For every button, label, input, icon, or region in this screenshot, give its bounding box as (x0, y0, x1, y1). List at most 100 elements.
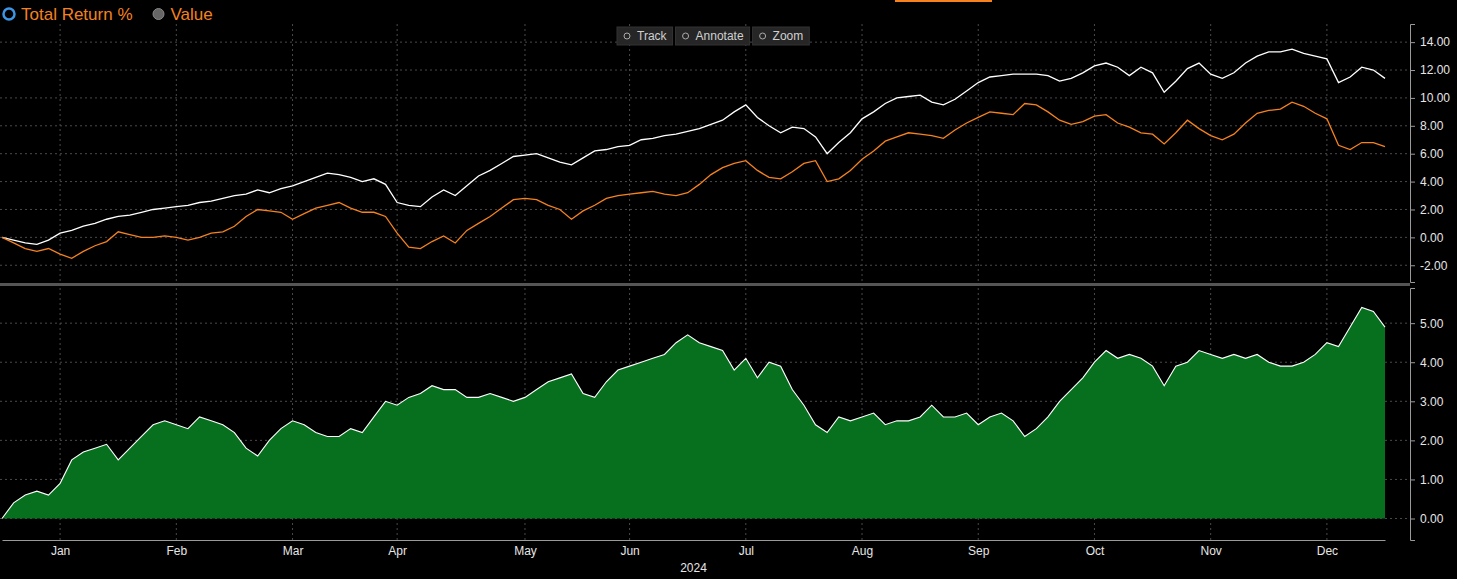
panel-1: 0.001.002.003.004.005.00JanFebMarAprMayJ… (0, 288, 1444, 575)
y-tick-label: 2.00 (1420, 203, 1444, 217)
view-option-label: Value (171, 5, 213, 24)
grid-line-y (0, 237, 1410, 238)
grid-line-x (1210, 24, 1211, 282)
y-tick-mark (1410, 401, 1415, 402)
y-tick-mark (1410, 440, 1415, 441)
y-axis: 0.001.002.003.004.005.00 (1410, 289, 1444, 541)
area-fill (2, 308, 1385, 519)
y-tick-label: 4.00 (1420, 356, 1444, 370)
toolbar-icon (624, 33, 630, 39)
y-tick-mark (1410, 362, 1415, 363)
panel-0: -2.000.002.004.006.008.0010.0012.0014.00 (0, 24, 1450, 283)
toolbar-label: Zoom (773, 29, 804, 43)
chart-svg: -2.000.002.004.006.008.0010.0012.0014.00… (0, 0, 1457, 579)
tab-indicator (895, 0, 992, 2)
grid-line-x (397, 24, 398, 282)
grid-line-x (60, 24, 61, 282)
toolbar-button-bg (753, 27, 810, 45)
x-tick-label: Feb (166, 544, 187, 558)
x-tick: Jun (620, 540, 639, 558)
x-tick: Oct (1086, 540, 1105, 558)
y-tick: 6.00 (1410, 147, 1444, 161)
chart-root: -2.000.002.004.006.008.0010.0012.0014.00… (0, 0, 1457, 579)
grid-line-y (0, 153, 1410, 154)
toolbar-button: Annotate (676, 27, 750, 45)
grid-line-y (0, 209, 1410, 210)
x-tick-label: Jun (620, 544, 639, 558)
radio-button (153, 9, 164, 20)
toolbar-label: Annotate (696, 29, 744, 43)
toolbar: TrackAnnotateZoom (617, 27, 809, 45)
grid-line-x (978, 24, 979, 282)
y-tick: 0.00 (1410, 231, 1444, 245)
plot-area (2, 49, 1385, 258)
y-axis-line (1411, 289, 1416, 541)
grid-line-x (292, 24, 293, 282)
x-tick: Sep (968, 540, 990, 558)
y-tick: 12.00 (1410, 63, 1450, 77)
grid-line-x (745, 24, 746, 282)
y-tick: 4.00 (1410, 175, 1444, 189)
x-axis-line (3, 540, 1386, 541)
toolbar-button-bg (617, 27, 673, 45)
y-tick: 5.00 (1410, 317, 1444, 331)
y-tick-label: 0.00 (1420, 231, 1444, 245)
y-tick-label: 12.00 (1420, 63, 1450, 77)
y-axis-line (1411, 25, 1416, 283)
y-tick-label: 5.00 (1420, 317, 1444, 331)
y-tick: 3.00 (1410, 395, 1444, 409)
y-tick-mark (1410, 519, 1415, 520)
y-tick-label: 10.00 (1420, 91, 1450, 105)
x-axis: Jan Feb Mar Apr May Jun Jul Aug Sep Oct Nov Dec (3, 540, 1386, 558)
x-tick: Aug (852, 540, 873, 558)
grid-line-y (0, 265, 1410, 266)
grid (0, 288, 1410, 540)
grid-line-y (0, 97, 1410, 98)
x-tick-label: Jan (51, 544, 70, 558)
x-tick-label: Nov (1201, 544, 1222, 558)
y-tick-label: 6.00 (1420, 147, 1444, 161)
grid-line-x (629, 24, 630, 282)
panel-separator (0, 283, 1410, 286)
y-tick-mark (1410, 154, 1415, 155)
toolbar-button: Zoom (753, 27, 810, 45)
y-tick-mark (1410, 237, 1415, 238)
x-tick-label: Aug (852, 544, 873, 558)
plot-area (2, 308, 1385, 519)
x-tick-label: Mar (283, 544, 304, 558)
y-tick: 14.00 (1410, 35, 1450, 49)
y-tick-mark (1410, 98, 1415, 99)
y-tick: 8.00 (1410, 119, 1444, 133)
x-tick: Jan (51, 540, 70, 558)
x-tick-label: Oct (1086, 544, 1105, 558)
y-tick-label: 1.00 (1420, 473, 1444, 487)
y-tick: 10.00 (1410, 91, 1450, 105)
y-tick-mark (1410, 126, 1415, 127)
toolbar-icon (760, 33, 766, 39)
x-tick-label: Jul (739, 544, 754, 558)
grid-line-x (176, 24, 177, 282)
y-tick-label: 3.00 (1420, 395, 1444, 409)
x-tick-label: Apr (388, 544, 407, 558)
y-tick-mark (1410, 42, 1415, 43)
grid-line-x (862, 24, 863, 282)
grid-line-y (0, 323, 1410, 324)
y-tick: 2.00 (1410, 203, 1444, 217)
y-tick-mark (1410, 182, 1415, 183)
x-tick-label: Sep (968, 544, 990, 558)
x-tick: Mar (283, 540, 304, 558)
view-options: Total Return % Value (4, 5, 213, 24)
y-tick-label: 4.00 (1420, 175, 1444, 189)
series-line (2, 102, 1385, 258)
x-axis-title: 2024 (680, 561, 707, 575)
x-tick-label: Dec (1317, 544, 1338, 558)
y-tick-mark (1410, 70, 1415, 71)
view-option: Total Return % (4, 5, 133, 24)
x-tick: Dec (1317, 540, 1338, 558)
y-tick: 1.00 (1410, 473, 1444, 487)
y-tick-label: 14.00 (1420, 35, 1450, 49)
y-tick: 0.00 (1410, 512, 1444, 526)
x-tick: May (514, 540, 537, 558)
grid-line-x (524, 24, 525, 282)
area-outline (2, 308, 1385, 519)
